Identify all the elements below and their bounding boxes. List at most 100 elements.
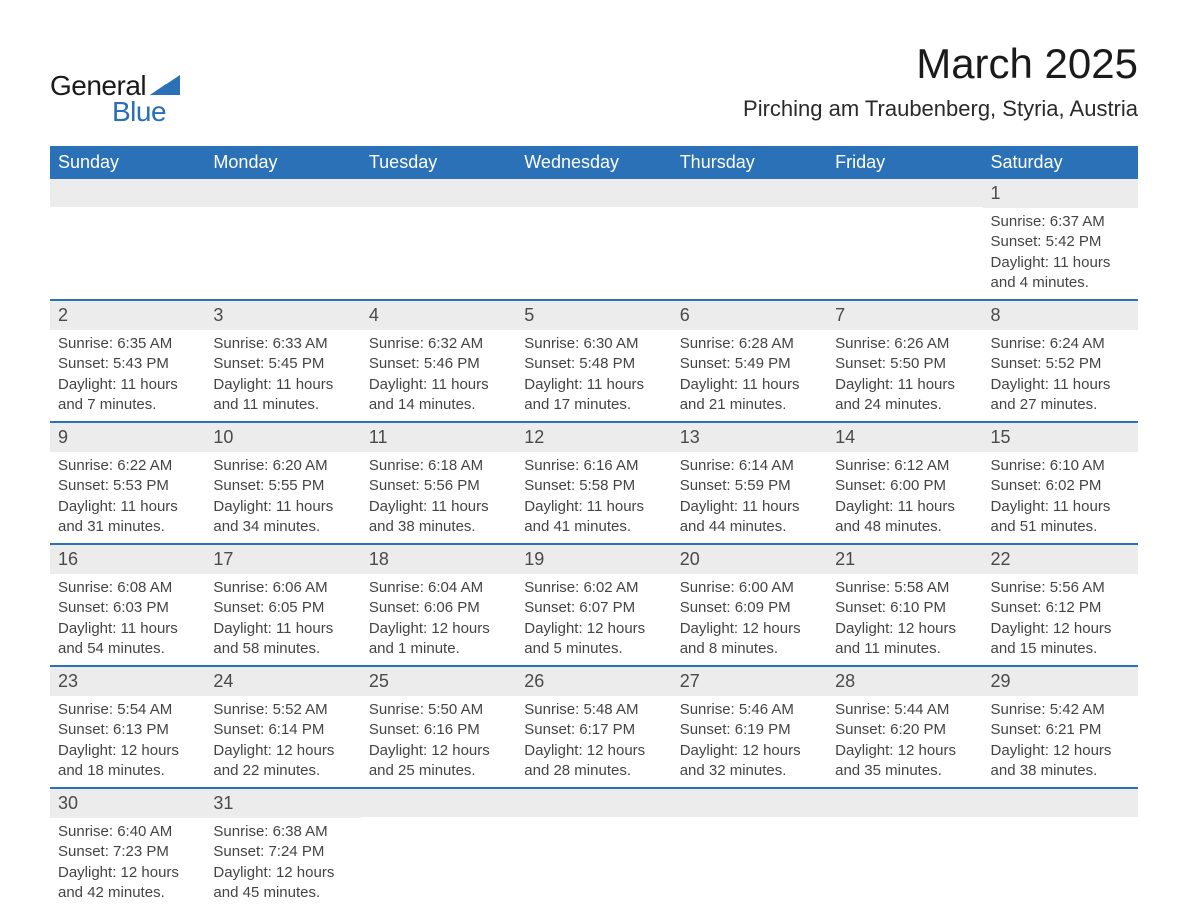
day-data: Sunrise: 6:24 AMSunset: 5:52 PMDaylight:… <box>983 330 1138 421</box>
day-number: 5 <box>516 301 671 330</box>
day-header: Friday <box>827 146 982 179</box>
day-day1: Daylight: 11 hours <box>213 619 352 639</box>
day-number: 6 <box>672 301 827 330</box>
day-data: Sunrise: 6:08 AMSunset: 6:03 PMDaylight:… <box>50 574 205 665</box>
month-title: March 2025 <box>743 40 1138 88</box>
calendar-cell: 14Sunrise: 6:12 AMSunset: 6:00 PMDayligh… <box>827 422 982 544</box>
day-data: Sunrise: 6:26 AMSunset: 5:50 PMDaylight:… <box>827 330 982 421</box>
day-day2: and 31 minutes. <box>58 517 197 537</box>
day-header: Thursday <box>672 146 827 179</box>
day-sunset: Sunset: 6:07 PM <box>524 598 663 618</box>
day-day2: and 15 minutes. <box>991 639 1130 659</box>
day-day2: and 58 minutes. <box>213 639 352 659</box>
day-day1: Daylight: 12 hours <box>991 741 1130 761</box>
empty-day-data <box>361 207 516 283</box>
day-sunset: Sunset: 6:06 PM <box>369 598 508 618</box>
empty-day-data <box>672 207 827 283</box>
day-sunrise: Sunrise: 6:32 AM <box>369 334 508 354</box>
calendar-cell: 31Sunrise: 6:38 AMSunset: 7:24 PMDayligh… <box>205 788 360 909</box>
day-day1: Daylight: 11 hours <box>835 375 974 395</box>
calendar-cell: 29Sunrise: 5:42 AMSunset: 6:21 PMDayligh… <box>983 666 1138 788</box>
day-number: 8 <box>983 301 1138 330</box>
day-sunrise: Sunrise: 6:02 AM <box>524 578 663 598</box>
day-data: Sunrise: 5:46 AMSunset: 6:19 PMDaylight:… <box>672 696 827 787</box>
calendar-cell: 8Sunrise: 6:24 AMSunset: 5:52 PMDaylight… <box>983 300 1138 422</box>
day-number: 23 <box>50 667 205 696</box>
calendar-cell: 28Sunrise: 5:44 AMSunset: 6:20 PMDayligh… <box>827 666 982 788</box>
calendar-cell <box>50 179 205 300</box>
day-sunset: Sunset: 6:16 PM <box>369 720 508 740</box>
day-sunset: Sunset: 5:43 PM <box>58 354 197 374</box>
day-day2: and 41 minutes. <box>524 517 663 537</box>
day-sunrise: Sunrise: 5:58 AM <box>835 578 974 598</box>
calendar-cell: 21Sunrise: 5:58 AMSunset: 6:10 PMDayligh… <box>827 544 982 666</box>
day-data: Sunrise: 6:40 AMSunset: 7:23 PMDaylight:… <box>50 818 205 909</box>
day-day1: Daylight: 11 hours <box>58 619 197 639</box>
day-sunset: Sunset: 6:21 PM <box>991 720 1130 740</box>
day-sunset: Sunset: 5:45 PM <box>213 354 352 374</box>
calendar-cell: 3Sunrise: 6:33 AMSunset: 5:45 PMDaylight… <box>205 300 360 422</box>
day-data: Sunrise: 5:42 AMSunset: 6:21 PMDaylight:… <box>983 696 1138 787</box>
day-day1: Daylight: 11 hours <box>991 375 1130 395</box>
day-day2: and 44 minutes. <box>680 517 819 537</box>
day-number: 9 <box>50 423 205 452</box>
day-day1: Daylight: 11 hours <box>58 497 197 517</box>
day-data: Sunrise: 6:02 AMSunset: 6:07 PMDaylight:… <box>516 574 671 665</box>
day-sunset: Sunset: 5:49 PM <box>680 354 819 374</box>
day-number: 7 <box>827 301 982 330</box>
location: Pirching am Traubenberg, Styria, Austria <box>743 96 1138 122</box>
day-sunset: Sunset: 5:58 PM <box>524 476 663 496</box>
day-day2: and 11 minutes. <box>835 639 974 659</box>
day-day2: and 45 minutes. <box>213 883 352 903</box>
calendar-cell: 22Sunrise: 5:56 AMSunset: 6:12 PMDayligh… <box>983 544 1138 666</box>
calendar-cell <box>361 788 516 909</box>
day-sunset: Sunset: 5:59 PM <box>680 476 819 496</box>
day-sunrise: Sunrise: 5:46 AM <box>680 700 819 720</box>
calendar-cell <box>516 179 671 300</box>
day-sunrise: Sunrise: 6:26 AM <box>835 334 974 354</box>
logo-text-blue: Blue <box>112 96 180 128</box>
empty-day-data <box>50 207 205 283</box>
day-day1: Daylight: 12 hours <box>835 619 974 639</box>
day-day1: Daylight: 12 hours <box>991 619 1130 639</box>
day-day2: and 11 minutes. <box>213 395 352 415</box>
day-sunset: Sunset: 6:20 PM <box>835 720 974 740</box>
day-day2: and 8 minutes. <box>680 639 819 659</box>
day-day1: Daylight: 12 hours <box>369 619 508 639</box>
calendar-cell <box>361 179 516 300</box>
day-header: Monday <box>205 146 360 179</box>
day-day1: Daylight: 12 hours <box>58 863 197 883</box>
calendar-cell: 2Sunrise: 6:35 AMSunset: 5:43 PMDaylight… <box>50 300 205 422</box>
day-sunset: Sunset: 6:05 PM <box>213 598 352 618</box>
day-sunrise: Sunrise: 6:40 AM <box>58 822 197 842</box>
day-data: Sunrise: 6:30 AMSunset: 5:48 PMDaylight:… <box>516 330 671 421</box>
day-sunrise: Sunrise: 6:16 AM <box>524 456 663 476</box>
header: General Blue March 2025 Pirching am Trau… <box>50 40 1138 128</box>
empty-day-number <box>827 179 982 207</box>
day-day1: Daylight: 11 hours <box>369 375 508 395</box>
day-day1: Daylight: 11 hours <box>991 253 1130 273</box>
day-number: 10 <box>205 423 360 452</box>
day-number: 17 <box>205 545 360 574</box>
day-day1: Daylight: 11 hours <box>680 375 819 395</box>
day-day1: Daylight: 11 hours <box>213 497 352 517</box>
day-sunset: Sunset: 6:10 PM <box>835 598 974 618</box>
calendar-cell <box>205 179 360 300</box>
day-sunrise: Sunrise: 6:38 AM <box>213 822 352 842</box>
day-data: Sunrise: 6:22 AMSunset: 5:53 PMDaylight:… <box>50 452 205 543</box>
day-sunset: Sunset: 6:14 PM <box>213 720 352 740</box>
calendar-cell: 15Sunrise: 6:10 AMSunset: 6:02 PMDayligh… <box>983 422 1138 544</box>
calendar-cell: 1Sunrise: 6:37 AMSunset: 5:42 PMDaylight… <box>983 179 1138 300</box>
calendar-week: 16Sunrise: 6:08 AMSunset: 6:03 PMDayligh… <box>50 544 1138 666</box>
day-sunset: Sunset: 6:09 PM <box>680 598 819 618</box>
day-data: Sunrise: 6:06 AMSunset: 6:05 PMDaylight:… <box>205 574 360 665</box>
day-sunset: Sunset: 6:03 PM <box>58 598 197 618</box>
calendar-cell <box>672 788 827 909</box>
calendar-cell: 5Sunrise: 6:30 AMSunset: 5:48 PMDaylight… <box>516 300 671 422</box>
day-data: Sunrise: 6:00 AMSunset: 6:09 PMDaylight:… <box>672 574 827 665</box>
day-number: 20 <box>672 545 827 574</box>
empty-day-number <box>516 789 671 817</box>
day-day1: Daylight: 12 hours <box>58 741 197 761</box>
day-day1: Daylight: 11 hours <box>58 375 197 395</box>
empty-day-number <box>672 789 827 817</box>
